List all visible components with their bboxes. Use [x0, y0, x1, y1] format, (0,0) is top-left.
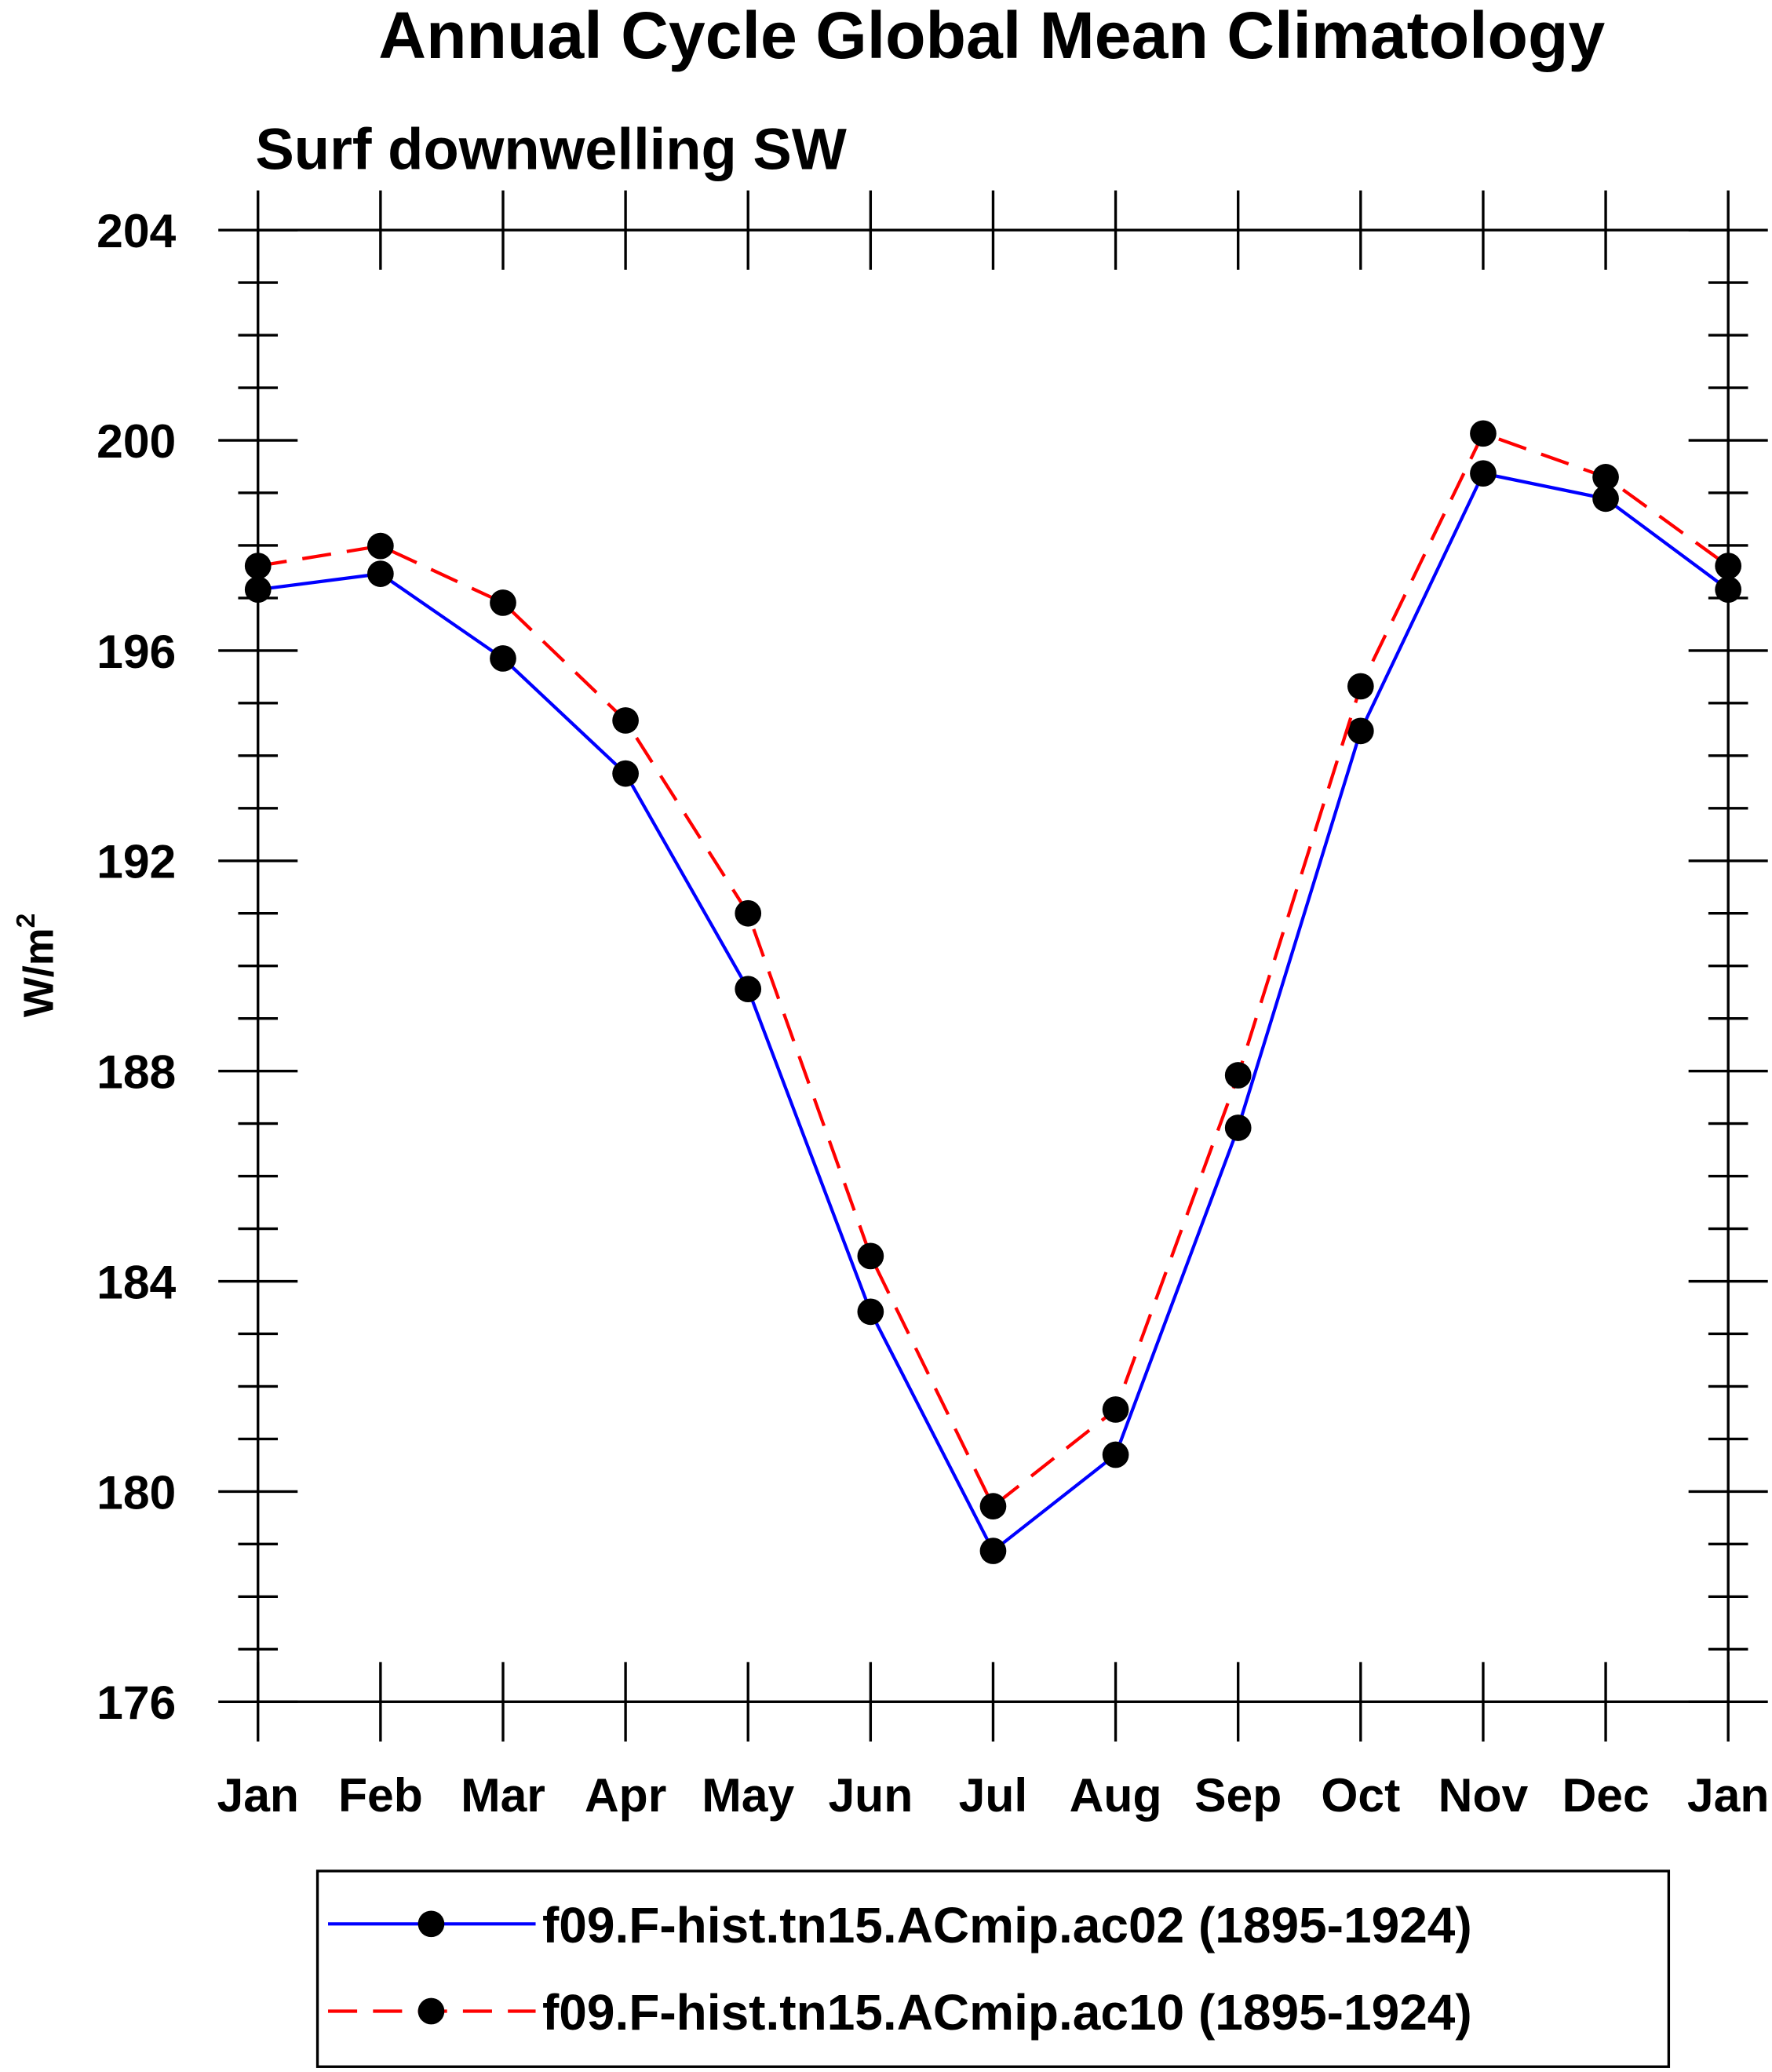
x-tick-labels: Jan Feb Mar Apr May Jun Jul Aug Sep Oct Nov Dec Jan: [217, 1768, 1769, 1822]
data-point: [1715, 553, 1742, 579]
x-tick-label: Nov: [1438, 1768, 1529, 1822]
data-point: [490, 589, 516, 616]
y-axis-label-superscript: 2: [12, 914, 41, 928]
x-tick-label: Jul: [959, 1768, 1028, 1822]
x-tick-label: Aug: [1070, 1768, 1162, 1822]
data-point: [612, 760, 639, 787]
data-point: [1592, 485, 1619, 513]
x-tick-label: Feb: [338, 1768, 423, 1822]
data-point: [490, 645, 516, 672]
x-tick-label: Oct: [1321, 1768, 1400, 1822]
data-point: [857, 1242, 884, 1270]
series-1: [244, 460, 1742, 1564]
data-point: [1592, 464, 1619, 491]
x-tick-label: Jan: [1687, 1768, 1770, 1822]
legend-marker: [417, 1910, 445, 1938]
series-group: [244, 420, 1742, 1564]
y-axis-label: W/m2: [12, 914, 63, 1018]
data-point: [1224, 1114, 1252, 1141]
y-axis-label-text: W/m: [16, 928, 63, 1017]
data-point: [367, 532, 394, 560]
data-point: [367, 560, 394, 587]
y-tick-labels: 176 180 184 188 192 196 200 204: [97, 204, 176, 1729]
x-tick-label: Apr: [585, 1768, 666, 1822]
y-tick-label: 180: [97, 1465, 176, 1519]
data-point: [612, 707, 639, 734]
plot-frame: [257, 228, 1730, 1703]
data-point: [1715, 576, 1742, 604]
data-point: [735, 976, 762, 1003]
legend-box: [315, 1870, 1671, 2068]
y-tick-label: 176: [97, 1676, 176, 1729]
data-point: [1470, 460, 1497, 487]
x-tick-label: Dec: [1562, 1768, 1649, 1822]
data-point: [1224, 1062, 1252, 1089]
legend-label: f09.F-hist.tn15.ACmip.ac10 (1895-1924): [542, 1984, 1472, 2041]
x-tick-label: Jan: [217, 1768, 299, 1822]
data-point: [244, 553, 272, 579]
legend-label: f09.F-hist.tn15.ACmip.ac02 (1895-1924): [542, 1897, 1472, 1953]
data-point: [857, 1298, 884, 1326]
legend: f09.F-hist.tn15.ACmip.ac02 (1895-1924) f0…: [315, 1870, 1671, 2068]
x-tick-label: Sep: [1194, 1768, 1282, 1822]
data-point: [735, 899, 762, 927]
y-tick-label: 192: [97, 835, 176, 888]
data-point: [244, 576, 272, 604]
data-point: [979, 1538, 1007, 1564]
data-point: [1102, 1441, 1129, 1468]
y-tick-label: 204: [97, 204, 176, 257]
data-point: [1347, 717, 1374, 745]
y-tick-label: 184: [97, 1255, 176, 1308]
chart-title: Annual Cycle Global Mean Climatology: [378, 0, 1605, 72]
series-2: [244, 420, 1742, 1519]
legend-marker: [417, 1997, 445, 2025]
data-point: [1470, 420, 1497, 447]
series-line: [257, 471, 1730, 1554]
data-point: [1347, 673, 1374, 700]
y-tick-label: 196: [97, 625, 176, 678]
data-point: [979, 1493, 1007, 1519]
y-tick-label: 188: [97, 1045, 176, 1099]
x-tick-label: Jun: [828, 1768, 913, 1822]
y-tick-label: 200: [97, 414, 176, 468]
chart-subtitle: Surf downwelling SW: [255, 117, 846, 182]
data-point: [1102, 1396, 1129, 1423]
x-tick-label: May: [702, 1768, 794, 1822]
series-line: [257, 431, 1730, 1509]
x-tick-label: Mar: [461, 1768, 545, 1822]
